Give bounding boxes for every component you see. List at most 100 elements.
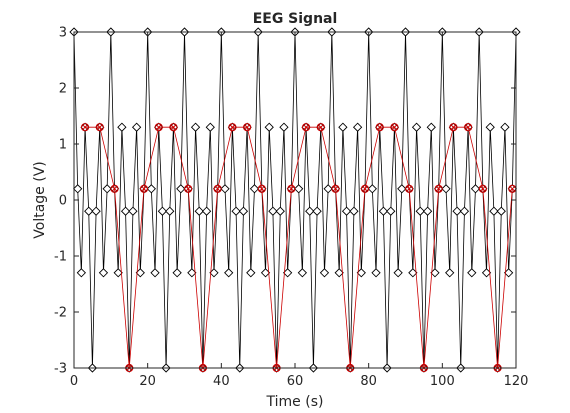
data-point bbox=[301, 123, 311, 132]
data-point bbox=[393, 268, 403, 278]
data-point bbox=[172, 268, 182, 278]
data-point bbox=[201, 206, 212, 216]
data-point bbox=[260, 268, 271, 278]
data-point bbox=[102, 184, 112, 194]
data-point bbox=[316, 123, 325, 132]
data-point bbox=[478, 184, 487, 193]
data-point bbox=[224, 268, 234, 278]
data-point bbox=[334, 268, 344, 278]
data-point bbox=[231, 206, 241, 216]
data-point bbox=[209, 268, 219, 278]
data-point bbox=[352, 122, 363, 132]
data-point bbox=[120, 206, 131, 216]
data-point bbox=[228, 123, 237, 132]
data-point bbox=[360, 184, 370, 193]
data-point bbox=[331, 184, 340, 193]
y-tick-label: -3 bbox=[54, 362, 67, 377]
data-point bbox=[264, 122, 274, 132]
data-point bbox=[489, 206, 499, 216]
data-point bbox=[408, 268, 418, 278]
data-point bbox=[459, 206, 470, 216]
chart-title: EEG Signal bbox=[253, 11, 338, 27]
data-point bbox=[91, 206, 101, 216]
data-point bbox=[405, 184, 414, 193]
data-point bbox=[323, 184, 333, 194]
data-point bbox=[287, 184, 296, 193]
data-point bbox=[243, 123, 252, 132]
data-point bbox=[312, 206, 322, 216]
data-point bbox=[441, 184, 451, 194]
data-point bbox=[341, 206, 352, 216]
x-tick-label: 60 bbox=[287, 374, 304, 389]
data-point bbox=[356, 268, 366, 278]
y-axis-label: Voltage (V) bbox=[32, 161, 48, 238]
data-point bbox=[452, 206, 462, 216]
data-point bbox=[464, 123, 473, 132]
data-point bbox=[496, 206, 506, 216]
data-point bbox=[445, 268, 455, 278]
data-point bbox=[500, 122, 510, 132]
data-point bbox=[154, 123, 163, 132]
data-point bbox=[110, 184, 119, 193]
data-point bbox=[213, 184, 222, 193]
data-point bbox=[434, 184, 443, 193]
x-tick-label: 0 bbox=[70, 374, 78, 389]
x-tick-label: 120 bbox=[504, 374, 529, 389]
data-point bbox=[84, 206, 94, 216]
y-tick-label: -1 bbox=[54, 250, 67, 265]
data-point bbox=[246, 268, 256, 278]
data-point bbox=[150, 268, 160, 278]
data-point bbox=[430, 268, 440, 278]
data-point bbox=[139, 184, 149, 193]
data-point bbox=[275, 206, 285, 216]
data-point bbox=[135, 268, 145, 278]
data-point bbox=[117, 122, 127, 132]
tick-layer: 0 20 40 60 80 100 120 -3 -2 -1 0 1 2 3 bbox=[54, 26, 528, 390]
data-point bbox=[98, 268, 109, 278]
data-point bbox=[367, 184, 377, 194]
y-tick-label: 1 bbox=[59, 138, 67, 153]
data-point bbox=[128, 206, 138, 216]
data-point bbox=[176, 184, 186, 194]
series-line bbox=[85, 126, 513, 369]
data-point bbox=[422, 206, 433, 216]
data-point bbox=[449, 123, 458, 132]
data-point bbox=[194, 206, 204, 216]
data-point bbox=[481, 268, 492, 278]
data-point bbox=[80, 123, 90, 132]
data-layer bbox=[69, 27, 521, 373]
data-point bbox=[411, 122, 422, 132]
data-point bbox=[73, 184, 83, 194]
data-point bbox=[485, 122, 495, 132]
data-point bbox=[257, 184, 266, 193]
data-point bbox=[95, 123, 104, 132]
x-tick-label: 20 bbox=[139, 374, 156, 389]
data-point bbox=[165, 206, 175, 216]
data-point bbox=[415, 206, 425, 216]
data-point bbox=[146, 184, 156, 194]
data-point bbox=[220, 184, 230, 194]
data-point bbox=[190, 122, 201, 132]
data-point bbox=[397, 184, 407, 194]
data-point bbox=[386, 206, 396, 216]
data-point bbox=[338, 122, 348, 132]
y-tick-label: 2 bbox=[59, 82, 67, 97]
data-point bbox=[375, 123, 384, 132]
data-point bbox=[470, 184, 481, 194]
data-point bbox=[187, 268, 197, 278]
data-point bbox=[294, 184, 304, 194]
data-point bbox=[113, 268, 123, 278]
data-point bbox=[390, 123, 399, 132]
data-point bbox=[319, 268, 330, 278]
data-point bbox=[297, 268, 308, 278]
y-tick-label: 3 bbox=[59, 26, 67, 41]
data-point bbox=[76, 268, 87, 278]
data-point bbox=[238, 206, 249, 216]
data-point bbox=[371, 268, 381, 278]
data-point bbox=[467, 268, 477, 278]
data-point bbox=[131, 122, 142, 132]
data-point bbox=[426, 122, 436, 132]
data-point bbox=[169, 123, 178, 132]
data-point bbox=[249, 184, 260, 194]
